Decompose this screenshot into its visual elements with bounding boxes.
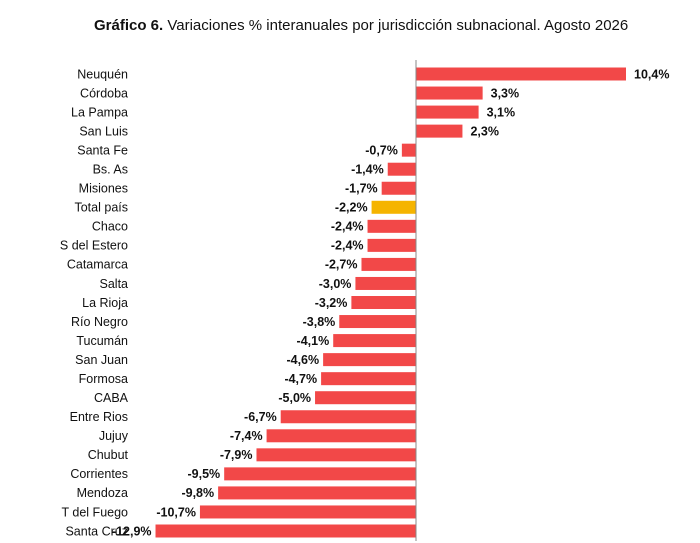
value-label: -7,4% (230, 429, 263, 443)
value-label: -3,8% (303, 315, 336, 329)
value-label: -9,5% (188, 467, 221, 481)
value-label: -3,2% (315, 296, 348, 310)
category-label: San Juan (75, 353, 128, 367)
category-label: Tucumán (76, 334, 128, 348)
bar (266, 429, 416, 443)
category-label: Santa Fe (77, 143, 128, 157)
value-label: -2,2% (335, 201, 368, 215)
bar (381, 181, 416, 195)
category-label: Córdoba (80, 86, 128, 100)
value-label: -5,0% (278, 391, 311, 405)
bar (218, 486, 416, 500)
category-label: CABA (94, 391, 129, 405)
title-text: Variaciones % interanuales por jurisdicc… (167, 17, 628, 34)
bar (401, 143, 416, 157)
value-label: 3,1% (487, 105, 516, 119)
bar (315, 391, 416, 405)
value-label: -12,9% (112, 524, 152, 538)
category-label: Salta (100, 277, 129, 291)
bar (351, 296, 416, 309)
category-label: La Pampa (71, 105, 128, 119)
value-label: -4,1% (297, 334, 330, 348)
bar (280, 410, 416, 424)
bar (323, 353, 416, 367)
chart-title: Gráfico 6. Variaciones % interanuales po… (94, 17, 628, 34)
category-label: Río Negro (71, 315, 128, 329)
bar (367, 238, 416, 252)
bar (361, 257, 416, 271)
category-label: Corrientes (70, 467, 128, 481)
category-label: Misiones (79, 182, 128, 196)
category-label: S del Estero (60, 239, 128, 253)
category-label: Total país (74, 201, 128, 215)
value-label: -9,8% (181, 486, 214, 500)
bar (416, 67, 626, 81)
bar (199, 505, 416, 519)
category-label: Mendoza (77, 486, 128, 500)
value-label: -1,7% (345, 182, 378, 196)
bar (155, 524, 416, 538)
value-label: -0,7% (365, 143, 398, 157)
category-label: La Rioja (82, 296, 128, 310)
bar (333, 334, 416, 348)
value-label: -3,0% (319, 277, 352, 291)
category-label: T del Fuego (62, 505, 129, 519)
bar (416, 86, 483, 100)
category-label: Chaco (92, 220, 128, 234)
bar (387, 162, 416, 176)
category-label: Bs. As (93, 163, 128, 177)
bar (416, 124, 463, 138)
bar (355, 276, 416, 290)
bar (416, 105, 479, 119)
category-label: Chubut (88, 448, 129, 462)
value-label: -6,7% (244, 410, 277, 424)
bar (256, 448, 416, 462)
value-label: -2,4% (331, 220, 364, 234)
bar (224, 467, 416, 481)
bar (339, 315, 416, 329)
bar (321, 372, 416, 386)
bar (367, 219, 416, 233)
value-label: 2,3% (470, 124, 499, 138)
value-label: 3,3% (491, 86, 520, 100)
category-label: Formosa (79, 372, 128, 386)
category-label: Catamarca (67, 258, 128, 272)
category-label: Neuquén (77, 67, 128, 81)
category-label: Entre Rios (70, 410, 128, 424)
category-label: Jujuy (99, 429, 129, 443)
value-label: -7,9% (220, 448, 253, 462)
value-label: -1,4% (351, 163, 384, 177)
bar (371, 200, 416, 214)
category-label: Santa Cruz (65, 524, 128, 538)
value-label: -10,7% (156, 505, 196, 519)
category-label: San Luis (79, 124, 128, 138)
value-label: -2,4% (331, 239, 364, 253)
value-label: 10,4% (634, 67, 669, 81)
value-label: -2,7% (325, 258, 358, 272)
title-lead: Gráfico 6. (94, 17, 163, 34)
value-label: -4,7% (284, 372, 317, 386)
value-label: -4,6% (286, 353, 319, 367)
